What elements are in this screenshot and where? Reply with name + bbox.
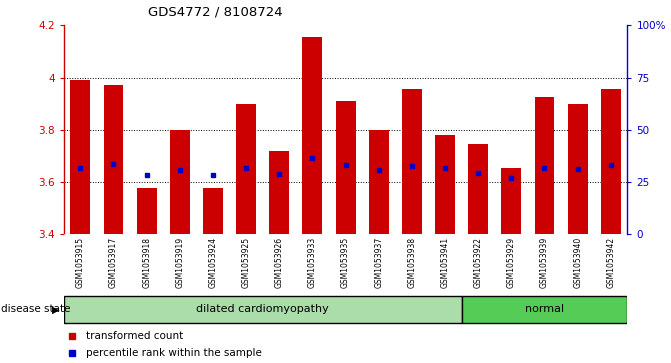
Text: ▶: ▶ [52,305,59,314]
Text: GSM1053938: GSM1053938 [407,237,417,288]
Bar [336,101,356,234]
Bar [369,130,389,234]
Bar [601,89,621,234]
Bar [137,188,156,234]
Text: GSM1053933: GSM1053933 [308,237,317,288]
Text: GSM1053918: GSM1053918 [142,237,151,288]
Bar [103,85,123,234]
Bar [535,97,554,234]
Text: GSM1053917: GSM1053917 [109,237,118,288]
Bar [64,295,462,323]
Text: GSM1053935: GSM1053935 [341,237,350,288]
Text: GSM1053940: GSM1053940 [573,237,582,288]
Text: disease state: disease state [1,305,70,314]
Text: normal: normal [525,305,564,314]
Text: GSM1053939: GSM1053939 [540,237,549,288]
Bar [170,130,190,234]
Text: dilated cardiomyopathy: dilated cardiomyopathy [197,305,329,314]
Text: GSM1053924: GSM1053924 [209,237,217,288]
Bar [70,80,91,234]
Bar [303,37,322,234]
Text: GSM1053929: GSM1053929 [507,237,516,288]
Bar [435,135,455,234]
Text: GSM1053942: GSM1053942 [607,237,615,288]
Text: GSM1053922: GSM1053922 [474,237,482,288]
Bar [501,168,521,234]
Text: GSM1053919: GSM1053919 [175,237,185,288]
Bar [402,89,422,234]
Text: GSM1053937: GSM1053937 [374,237,383,288]
Text: percentile rank within the sample: percentile rank within the sample [87,348,262,359]
Text: transformed count: transformed count [87,331,184,340]
Text: GSM1053915: GSM1053915 [76,237,85,288]
Text: GDS4772 / 8108724: GDS4772 / 8108724 [148,5,282,19]
Bar [269,151,289,234]
Bar [462,295,627,323]
Bar [568,104,588,234]
Text: GSM1053941: GSM1053941 [441,237,450,288]
Text: GSM1053925: GSM1053925 [242,237,250,288]
Bar [236,104,256,234]
Text: GSM1053926: GSM1053926 [274,237,284,288]
Bar [468,144,488,234]
Bar [203,188,223,234]
